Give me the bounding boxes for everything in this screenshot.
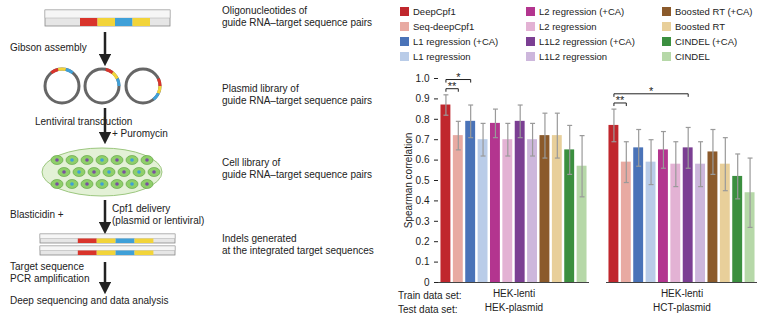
svg-text:Blasticidin +: Blasticidin + bbox=[10, 209, 64, 220]
html-text:Seq-deepCpf1: Seq-deepCpf1 bbox=[413, 21, 475, 32]
html-text:L1 regression: L1 regression bbox=[413, 51, 471, 62]
svg-text:*: * bbox=[456, 71, 461, 83]
svg-text:guide RNA–target sequence pair: guide RNA–target sequence pairs bbox=[222, 95, 372, 106]
svg-text:Gibson assembly: Gibson assembly bbox=[10, 42, 87, 53]
svg-text:+ Puromycin: + Puromycin bbox=[112, 128, 168, 139]
svg-text:0.2: 0.2 bbox=[416, 236, 430, 247]
svg-text:HEK-plasmid: HEK-plasmid bbox=[485, 302, 543, 313]
svg-text:Cell library of: Cell library of bbox=[222, 157, 281, 168]
svg-text:0.9: 0.9 bbox=[416, 93, 430, 104]
svg-text:*: * bbox=[649, 85, 654, 97]
svg-text:Spearman correlation: Spearman correlation bbox=[403, 133, 414, 229]
svg-text:at the integrated target seque: at the integrated target sequences bbox=[222, 245, 374, 256]
svg-text:0.5: 0.5 bbox=[416, 175, 430, 186]
svg-text:Oligonucleotides of: Oligonucleotides of bbox=[222, 5, 307, 16]
svg-text:Indels generated: Indels generated bbox=[222, 233, 297, 244]
html-text:Test data set:: Test data set: bbox=[398, 304, 458, 315]
html-text:L1 regression (+CA): L1 regression (+CA) bbox=[413, 36, 499, 47]
svg-text:0.8: 0.8 bbox=[416, 114, 430, 125]
svg-text:guide RNA–target sequence pair: guide RNA–target sequence pairs bbox=[222, 17, 372, 28]
svg-text:1.0: 1.0 bbox=[416, 73, 430, 84]
svg-text:**: ** bbox=[616, 94, 625, 106]
html-text:CINDEL (+CA): CINDEL (+CA) bbox=[675, 36, 738, 47]
html-text:CINDEL: CINDEL bbox=[675, 51, 710, 62]
svg-text:Deep sequencing and data analy: Deep sequencing and data analysis bbox=[10, 295, 168, 306]
svg-text:HEK-lenti: HEK-lenti bbox=[661, 288, 703, 299]
svg-text:0.7: 0.7 bbox=[416, 134, 430, 145]
svg-text:0.3: 0.3 bbox=[416, 216, 430, 227]
html-text:Boosted RT: Boosted RT bbox=[675, 21, 725, 32]
svg-text:0.1: 0.1 bbox=[416, 256, 430, 267]
svg-text:Lentiviral transduction: Lentiviral transduction bbox=[35, 116, 132, 127]
html-text:L1L2 regression: L1L2 regression bbox=[539, 51, 608, 62]
html-text:L1L2 regression (+CA): L1L2 regression (+CA) bbox=[539, 36, 635, 47]
svg-text:0: 0 bbox=[424, 277, 430, 288]
html-text:Boosted RT (+CA): Boosted RT (+CA) bbox=[675, 6, 753, 17]
svg-text:Cpf1 delivery: Cpf1 delivery bbox=[112, 203, 170, 214]
svg-text:0.6: 0.6 bbox=[416, 154, 430, 165]
svg-text:HEK-lenti: HEK-lenti bbox=[493, 288, 535, 299]
svg-text:guide RNA–target sequence pair: guide RNA–target sequence pairs bbox=[222, 169, 372, 180]
svg-text:Target sequence: Target sequence bbox=[10, 261, 84, 272]
svg-text:0.4: 0.4 bbox=[416, 195, 430, 206]
svg-text:HCT-plasmid: HCT-plasmid bbox=[653, 302, 711, 313]
html-text:L2 regression: L2 regression bbox=[539, 21, 597, 32]
svg-text:Plasmid library of: Plasmid library of bbox=[222, 83, 299, 94]
html-text:DeepCpf1: DeepCpf1 bbox=[413, 6, 456, 17]
svg-text:PCR amplification: PCR amplification bbox=[10, 273, 89, 284]
html-text:Train data set:: Train data set: bbox=[398, 290, 462, 301]
svg-text:(plasmid or lentiviral): (plasmid or lentiviral) bbox=[112, 215, 204, 226]
html-text:L2 regression (+CA): L2 regression (+CA) bbox=[539, 6, 625, 17]
